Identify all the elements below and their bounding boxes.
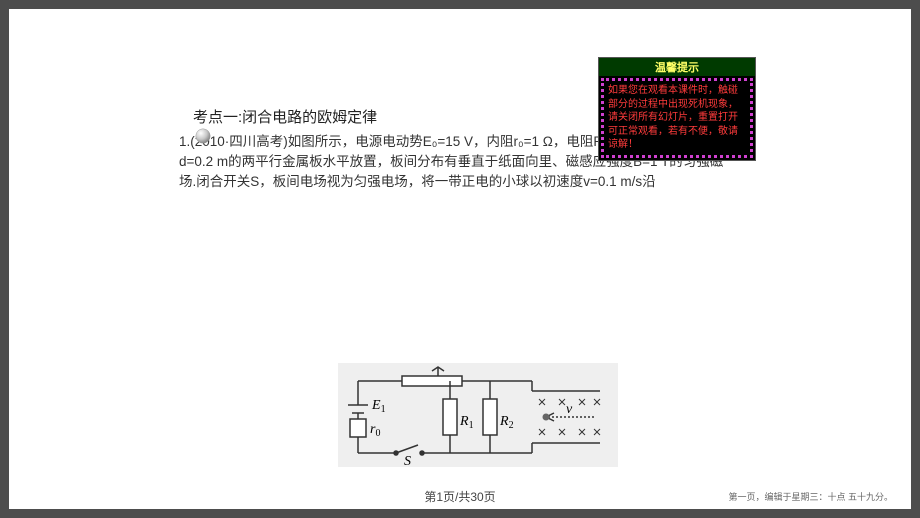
footer-timestamp: 第一页，编辑于星期三：十点 五十九分。 xyxy=(728,490,893,503)
emf-label: E1 xyxy=(371,398,386,415)
hint-body: 如果您在观看本课件时，触碰部分的过程中出现死机现象，请关闭所有幻灯片，重置打开可… xyxy=(601,78,753,158)
switch-label: S xyxy=(404,454,411,467)
r2-label: R2 xyxy=(499,414,514,431)
sphere-bullet-icon xyxy=(194,127,212,145)
hint-box: 温馨提示 如果您在观看本课件时，触碰部分的过程中出现死机现象，请关闭所有幻灯片，… xyxy=(598,57,756,161)
v-label: v xyxy=(566,402,573,417)
r1-label: R1 xyxy=(459,414,474,431)
hint-title: 温馨提示 xyxy=(599,58,755,76)
circuit-diagram: E1 r0 S R1 R2 v xyxy=(338,363,618,467)
slide: 考点一:闭合电路的欧姆定律 1.(2010·四川高考)如图所示，电源电动势E₀=… xyxy=(9,9,911,509)
r0-label: r0 xyxy=(370,422,380,439)
